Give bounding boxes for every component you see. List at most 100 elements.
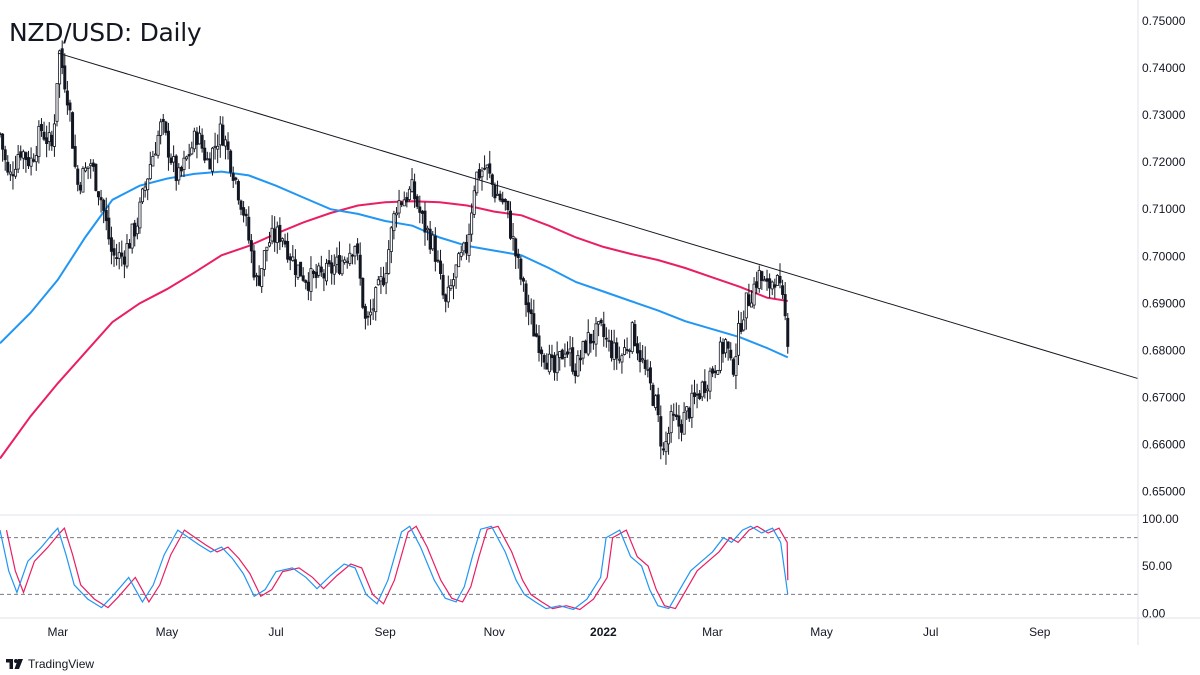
candle [68, 99, 72, 122]
candle-body-down [366, 315, 370, 318]
candle [361, 277, 365, 310]
candle-body-down [516, 253, 520, 258]
candle [654, 394, 658, 411]
candle-body-down [524, 283, 528, 306]
candle-body-up [620, 355, 624, 363]
candle-body-down [542, 355, 546, 363]
sma-slow-line [0, 200, 788, 460]
candle [179, 165, 183, 177]
candle [527, 294, 531, 326]
candle [148, 151, 152, 181]
candle [32, 153, 36, 163]
tradingview-brand[interactable]: TradingView [6, 657, 94, 671]
candle [700, 380, 704, 402]
candle-body-down [648, 367, 652, 384]
candle-body-down [73, 146, 77, 167]
candle [571, 337, 575, 375]
candle-body-down [781, 285, 785, 295]
candle [451, 272, 455, 300]
candle-body-up [335, 256, 339, 265]
candle [156, 130, 160, 159]
chart-title: NZD/USD: Daily [9, 18, 202, 47]
candle [485, 164, 489, 181]
candle-body-down [508, 210, 512, 239]
candle-body-up [594, 323, 598, 345]
candle-body-up [724, 339, 728, 354]
candle [273, 216, 277, 252]
candle [317, 262, 321, 278]
candle-body-down [50, 134, 54, 147]
candle [358, 242, 362, 286]
candle-body-down [109, 237, 113, 252]
candle-body-up [177, 167, 181, 181]
candle-body-up [467, 234, 471, 256]
candle-body-up [563, 353, 567, 358]
candle [573, 363, 577, 384]
candle [203, 140, 207, 164]
candle-body-up [58, 50, 62, 85]
candle-body-up [371, 308, 375, 311]
candle [617, 346, 621, 364]
candle [109, 226, 113, 265]
candle-body-down [242, 207, 246, 216]
candle-body-up [267, 242, 271, 247]
candle [584, 339, 588, 354]
candle [255, 272, 259, 287]
candle-body-down [164, 121, 168, 133]
candle-body-down [179, 167, 183, 172]
time-tick-label: May [156, 625, 179, 639]
candle [115, 243, 119, 266]
candle-body-up [394, 212, 398, 216]
candle-body-up [143, 186, 147, 191]
candle-body-up [353, 245, 357, 257]
candle-body-up [205, 158, 209, 161]
candle-body-up [340, 260, 344, 275]
candle [99, 189, 103, 213]
candle-body-down [112, 248, 116, 256]
candle-body-up [387, 249, 391, 274]
candle [177, 163, 181, 185]
candle [374, 286, 378, 321]
candle [685, 406, 689, 421]
candle [94, 163, 98, 192]
candle [350, 253, 354, 265]
candle [511, 223, 515, 251]
candle [128, 239, 132, 249]
candle [757, 265, 761, 293]
candle-body-down [94, 163, 98, 191]
candle [190, 141, 194, 156]
candle [161, 113, 165, 135]
candle [742, 310, 746, 332]
candle-body-down [661, 448, 665, 451]
tradingview-logo-icon [6, 659, 24, 669]
candle-body-up [309, 268, 313, 292]
candle-body-up [775, 275, 779, 286]
candle-body-down [755, 281, 759, 288]
candle-body-up [664, 441, 668, 453]
candle [55, 83, 59, 127]
candle [472, 185, 476, 219]
candle [283, 233, 287, 248]
candle [534, 324, 538, 338]
candle [6, 155, 10, 176]
candle-body-down [24, 152, 28, 161]
candle-body-up [457, 253, 461, 268]
candle [348, 243, 352, 267]
candle-body-down [252, 250, 256, 278]
candle [747, 283, 751, 307]
descending-trendline[interactable] [57, 52, 1139, 380]
candle [322, 269, 326, 292]
candle [117, 242, 121, 270]
candle-body-down [591, 340, 595, 343]
candle-body-up [153, 153, 157, 156]
candle [783, 282, 787, 321]
candle-body-down [104, 210, 108, 222]
time-tick-label: 2022 [590, 625, 617, 639]
candle-body-up [182, 157, 186, 170]
candle [231, 166, 235, 189]
candle-body-up [744, 292, 748, 319]
candle [306, 272, 310, 301]
candle [244, 209, 248, 227]
candle [60, 40, 64, 75]
candle-body-down [537, 335, 541, 353]
